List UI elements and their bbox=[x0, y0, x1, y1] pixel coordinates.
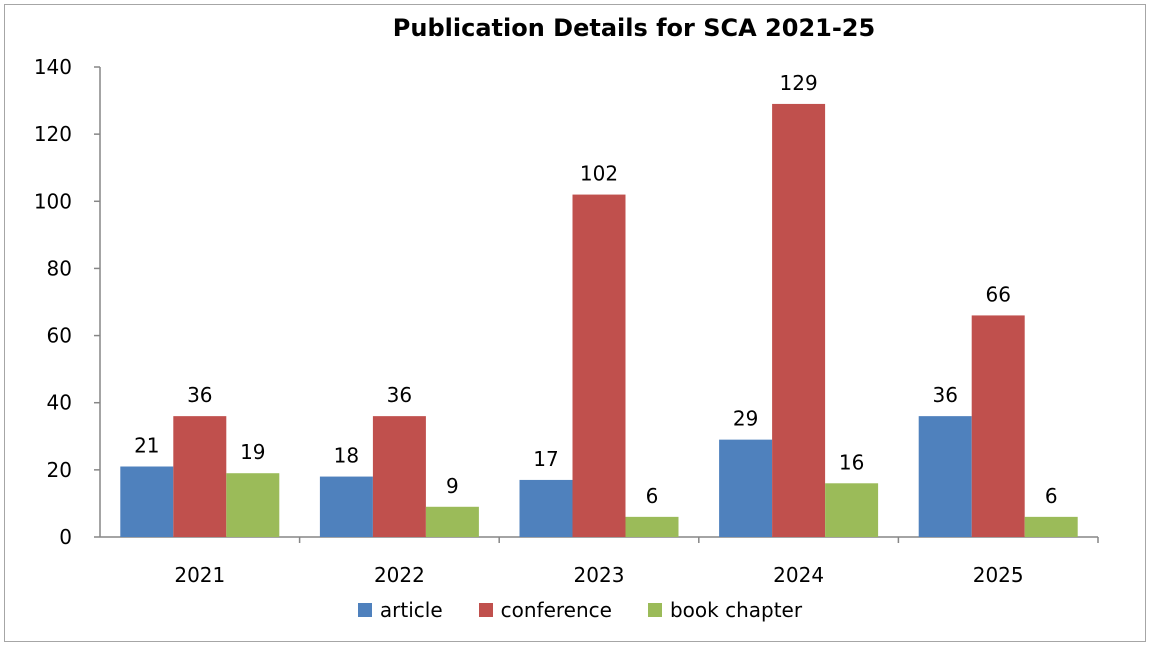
legend-swatch bbox=[357, 603, 372, 617]
y-tick-label: 60 bbox=[47, 324, 72, 348]
legend-item-conference: conference bbox=[478, 598, 612, 622]
data-label: 36 bbox=[387, 383, 412, 407]
bar-article-2025 bbox=[918, 416, 972, 537]
bar-book-chapter-2022 bbox=[425, 506, 479, 537]
bar-book-chapter-2021 bbox=[226, 473, 280, 537]
data-label: 9 bbox=[446, 474, 459, 498]
data-label: 19 bbox=[240, 440, 265, 464]
x-tick-label: 2022 bbox=[374, 563, 425, 587]
bar-article-2021 bbox=[120, 466, 174, 537]
y-tick-label: 140 bbox=[34, 55, 72, 79]
bar-conference-2021 bbox=[173, 416, 227, 537]
data-label: 102 bbox=[580, 162, 618, 186]
legend-item-article: article bbox=[357, 598, 443, 622]
x-tick-label: 2021 bbox=[174, 563, 225, 587]
bar-article-2023 bbox=[519, 479, 573, 537]
chart-title: Publication Details for SCA 2021-25 bbox=[392, 14, 876, 42]
bar-article-2022 bbox=[319, 476, 373, 537]
bar-book-chapter-2023 bbox=[625, 516, 679, 537]
data-label: 17 bbox=[533, 447, 558, 471]
data-label: 129 bbox=[780, 71, 818, 95]
x-tick-label: 2024 bbox=[773, 563, 824, 587]
data-label: 6 bbox=[1045, 484, 1058, 508]
y-tick-label: 80 bbox=[47, 256, 72, 280]
bar-conference-2025 bbox=[971, 315, 1025, 537]
data-label: 36 bbox=[932, 383, 957, 407]
bar-conference-2023 bbox=[572, 194, 626, 538]
data-label: 66 bbox=[985, 282, 1010, 306]
y-tick-label: 20 bbox=[47, 458, 72, 482]
y-tick-label: 100 bbox=[34, 189, 72, 213]
legend-swatch bbox=[647, 603, 662, 617]
y-tick-label: 120 bbox=[34, 122, 72, 146]
data-label: 29 bbox=[733, 407, 758, 431]
data-label: 16 bbox=[839, 450, 864, 474]
legend-swatch bbox=[478, 603, 493, 617]
data-label: 6 bbox=[646, 484, 659, 508]
legend-label: article bbox=[379, 598, 443, 622]
bar-book-chapter-2024 bbox=[825, 483, 879, 537]
chart-legend: article conference book chapter bbox=[0, 598, 1152, 622]
y-tick-label: 40 bbox=[47, 391, 72, 415]
data-label: 18 bbox=[334, 444, 359, 468]
bar-article-2024 bbox=[719, 439, 773, 537]
bar-conference-2024 bbox=[772, 103, 826, 537]
legend-label: conference bbox=[500, 598, 612, 622]
bar-book-chapter-2025 bbox=[1024, 516, 1078, 537]
legend-item-book-chapter: book chapter bbox=[647, 598, 803, 622]
data-label: 36 bbox=[187, 383, 212, 407]
legend-label: book chapter bbox=[669, 598, 803, 622]
bar-conference-2022 bbox=[372, 416, 426, 537]
x-tick-label: 2023 bbox=[574, 563, 625, 587]
x-tick-label: 2025 bbox=[973, 563, 1024, 587]
y-tick-label: 0 bbox=[59, 525, 72, 549]
data-label: 21 bbox=[134, 434, 159, 458]
